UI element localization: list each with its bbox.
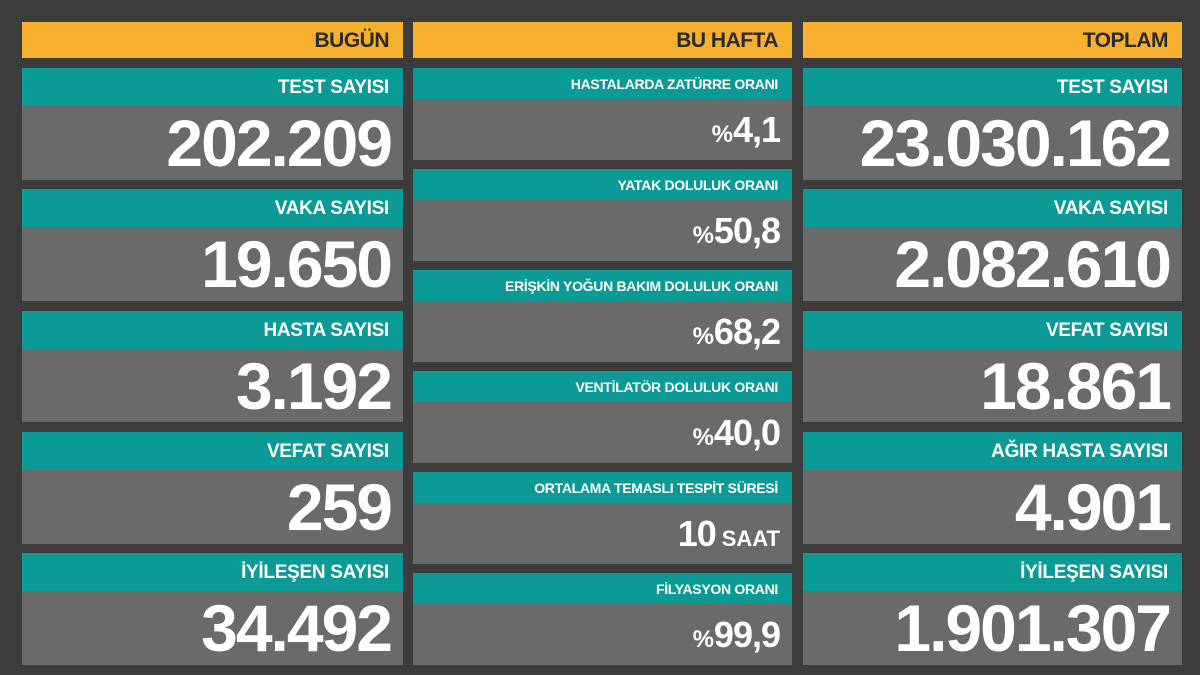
stat-label: VAKA SAYISI xyxy=(803,189,1182,228)
column-header: BUGÜN xyxy=(22,22,403,58)
stat-prefix: % xyxy=(692,222,714,250)
stat-card: ERİŞKİN YOĞUN BAKIM DOLULUK ORANI %68,2 xyxy=(413,270,792,362)
stat-value-row: 202.209 xyxy=(22,106,403,180)
stat-card: VAKA SAYISI 2.082.610 xyxy=(803,189,1182,301)
stat-card: VENTİLATÖR DOLULUK ORANI %40,0 xyxy=(413,371,792,463)
stat-value: 68,2 xyxy=(713,311,781,353)
stat-value-row: %40,0 xyxy=(413,402,792,469)
stat-prefix: % xyxy=(711,121,733,148)
stat-label: İYİLEŞEN SAYISI xyxy=(803,553,1182,592)
stat-value: 3.192 xyxy=(235,348,393,423)
stat-value-row: 3.192 xyxy=(22,349,403,423)
stat-card: HASTALARDA ZATÜRRE ORANI %4,1 xyxy=(413,68,792,160)
stat-value-row: 4.901 xyxy=(803,470,1182,544)
stat-card: AĞIR HASTA SAYISI 4.901 xyxy=(803,431,1182,544)
stat-value: 259 xyxy=(286,469,393,544)
stat-label: VEFAT SAYISI xyxy=(803,310,1182,349)
stat-value-row: 259 xyxy=(22,470,403,544)
stat-prefix: % xyxy=(692,424,714,452)
stat-value: 34.492 xyxy=(201,591,393,666)
stat-value-row: %99,9 xyxy=(413,604,792,671)
stat-label: HASTALARDA ZATÜRRE ORANI xyxy=(413,68,792,99)
stat-card: VAKA SAYISI 19.650 xyxy=(22,189,403,301)
stat-unit: SAAT xyxy=(721,526,780,552)
stat-prefix: % xyxy=(692,323,714,351)
stat-label: FİLYASYON ORANI xyxy=(413,573,792,605)
stat-value: 18.861 xyxy=(980,348,1172,423)
stat-card: İYİLEŞEN SAYISI 1.901.307 xyxy=(803,553,1182,665)
stat-value-row: 18.861 xyxy=(803,349,1182,423)
stat-value-row: 34.492 xyxy=(22,591,403,665)
stat-card: FİLYASYON ORANI %99,9 xyxy=(413,573,792,665)
stat-value-row: %50,8 xyxy=(413,200,792,267)
stat-value: 19.650 xyxy=(201,227,393,302)
stat-label: YATAK DOLULUK ORANI xyxy=(413,169,792,201)
stat-label: İYİLEŞEN SAYISI xyxy=(22,553,403,592)
stat-card: VEFAT SAYISI 18.861 xyxy=(803,310,1182,423)
stat-value: 40,0 xyxy=(713,412,781,454)
stat-value-row: %68,2 xyxy=(413,301,792,368)
stat-label: AĞIR HASTA SAYISI xyxy=(803,431,1182,470)
column-header: TOPLAM xyxy=(803,22,1182,58)
stat-label: VENTİLATÖR DOLULUK ORANI xyxy=(413,371,792,403)
stat-value: 1.901.307 xyxy=(894,591,1172,666)
stat-label: TEST SAYISI xyxy=(22,68,403,106)
stat-label: TEST SAYISI xyxy=(803,68,1182,106)
column-header: BU HAFTA xyxy=(413,22,792,58)
column: BUGÜN TEST SAYISI 202.209 VAKA SAYISI 19.650… xyxy=(22,22,403,665)
column: BU HAFTA HASTALARDA ZATÜRRE ORANI %4,1 YATA… xyxy=(413,22,792,665)
stat-label: VAKA SAYISI xyxy=(22,189,403,228)
column: TOPLAM TEST SAYISI 23.030.162 VAKA SAYISI 2.… xyxy=(803,22,1182,665)
stat-value: 99,9 xyxy=(713,614,781,656)
stat-value: 202.209 xyxy=(166,106,393,180)
stat-card: VEFAT SAYISI 259 xyxy=(22,431,403,544)
stat-card: TEST SAYISI 202.209 xyxy=(22,68,403,180)
stat-card: ORTALAMA TEMASLI TESPİT SÜRESİ 10 SAAT xyxy=(413,472,792,564)
stat-value-row: 10 SAAT xyxy=(413,503,792,570)
stat-value-row: %4,1 xyxy=(413,99,792,166)
stat-value: 23.030.162 xyxy=(859,106,1172,180)
stat-card: HASTA SAYISI 3.192 xyxy=(22,310,403,423)
stat-value-row: 2.082.610 xyxy=(803,227,1182,301)
stat-prefix: % xyxy=(692,626,714,654)
stat-value-row: 19.650 xyxy=(22,227,403,301)
stat-value-row: 23.030.162 xyxy=(803,106,1182,180)
stat-label: HASTA SAYISI xyxy=(22,310,403,349)
stat-card: YATAK DOLULUK ORANI %50,8 xyxy=(413,169,792,261)
stat-card: TEST SAYISI 23.030.162 xyxy=(803,68,1182,180)
stat-value-row: 1.901.307 xyxy=(803,591,1182,665)
stat-card: İYİLEŞEN SAYISI 34.492 xyxy=(22,553,403,665)
stat-value: 4.901 xyxy=(1014,469,1172,544)
stat-value: 50,8 xyxy=(713,210,781,252)
stat-value: 4,1 xyxy=(732,109,781,150)
stat-value: 10 xyxy=(677,513,717,555)
stat-label: ORTALAMA TEMASLI TESPİT SÜRESİ xyxy=(413,472,792,504)
stat-label: ERİŞKİN YOĞUN BAKIM DOLULUK ORANI xyxy=(413,270,792,302)
stat-label: VEFAT SAYISI xyxy=(22,431,403,470)
stat-value: 2.082.610 xyxy=(894,227,1172,302)
